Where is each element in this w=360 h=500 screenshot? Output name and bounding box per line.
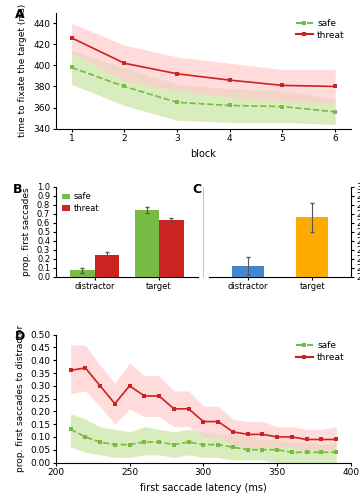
Legend: safe, threat: safe, threat: [294, 339, 346, 363]
Text: D: D: [14, 330, 25, 342]
Bar: [159, 220, 184, 276]
X-axis label: block: block: [190, 149, 216, 159]
Legend: safe, threat: safe, threat: [60, 191, 100, 214]
Y-axis label: prop. first saccades to distractor: prop. first saccades to distractor: [15, 325, 24, 472]
Text: B: B: [13, 183, 23, 196]
X-axis label: first saccade latency (ms): first saccade latency (ms): [140, 482, 267, 492]
Y-axis label: time to fixate the target (ms): time to fixate the target (ms): [18, 4, 27, 137]
Bar: [296, 218, 328, 500]
Bar: [231, 266, 264, 500]
Text: C: C: [192, 183, 201, 196]
Bar: [70, 270, 95, 276]
Bar: [135, 210, 159, 276]
Y-axis label: prop. first saccades: prop. first saccades: [22, 188, 31, 276]
Text: A: A: [14, 8, 24, 21]
Legend: safe, threat: safe, threat: [294, 17, 346, 42]
Bar: [95, 255, 119, 276]
